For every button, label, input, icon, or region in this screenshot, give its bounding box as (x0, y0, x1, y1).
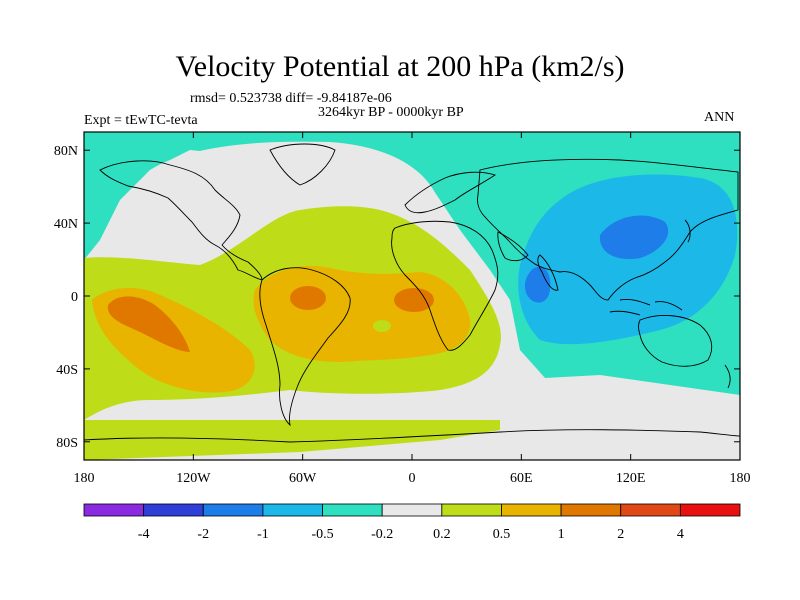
fill-pos-strong-africa (394, 288, 434, 312)
colorbar-label: 4 (677, 527, 684, 542)
colorbar-swatch (620, 503, 681, 517)
coastlines (84, 143, 740, 443)
colorbar-swatch (202, 503, 264, 517)
colorbar-swatch (560, 503, 622, 517)
fill-atlantic-hole (373, 320, 391, 332)
y-tick-label: 40N (54, 217, 78, 232)
colorbar-label: 1 (558, 527, 565, 542)
x-tick-label: 120E (616, 471, 646, 486)
fill-pos-strong-pacific (107, 296, 190, 352)
colorbar-swatch (381, 503, 443, 517)
colorbar-label: -4 (138, 527, 150, 542)
fill-neg-moderate (518, 174, 738, 345)
experiment-label: Expt = tEwTC-tevta (84, 113, 198, 128)
fill-pos-weak-south (84, 420, 500, 460)
season-label: ANN (704, 110, 735, 125)
colorbar-label: -1 (257, 527, 269, 542)
colorbar-label: 0.2 (433, 527, 451, 542)
colorbar-label: 2 (617, 527, 624, 542)
colorbar-label: 0.5 (493, 527, 511, 542)
colorbar-swatch (679, 503, 741, 517)
y-tick-label: 80N (54, 144, 78, 159)
fill-pos-moderate-atlantic (253, 266, 471, 362)
x-tick-label: 120W (176, 471, 211, 486)
colorbar-swatch (501, 503, 562, 517)
fill-pos-strong-amazon (290, 286, 326, 310)
contour-fill-layer (84, 132, 740, 460)
colorbar-label: -2 (197, 527, 209, 542)
fill-neg-strong-asia (599, 215, 669, 260)
axis-ticks: 180 120W 60W 0 60E 120E 180 80N 40N 0 40S 80S (54, 132, 751, 486)
period-label: 3264kyr BP - 0000kyr BP (318, 105, 464, 120)
x-tick-label: 60W (289, 471, 317, 486)
colorbar-swatch (262, 503, 323, 517)
x-tick-label: 180 (74, 471, 95, 486)
colorbar-swatch (441, 503, 502, 517)
y-tick-label: 40S (56, 363, 78, 378)
stats-label: rmsd= 0.523738 diff= -9.84187e-06 (190, 91, 392, 106)
y-tick-label: 80S (56, 436, 78, 451)
colorbar-swatch (322, 503, 383, 517)
plot-title: Velocity Potential at 200 hPa (km2/s) (175, 50, 625, 83)
x-tick-label: 180 (730, 471, 751, 486)
colorbar-label: -0.5 (311, 527, 333, 542)
x-tick-label: 0 (409, 471, 416, 486)
colorbar-swatch (143, 503, 204, 517)
colorbar-label: -0.2 (371, 527, 393, 542)
colorbar-swatch (83, 503, 145, 517)
colorbar: -4 -2 -1 -0.5 -0.2 0.2 0.5 1 2 4 (83, 503, 741, 542)
x-tick-label: 60E (510, 471, 533, 486)
y-tick-label: 0 (71, 290, 78, 305)
